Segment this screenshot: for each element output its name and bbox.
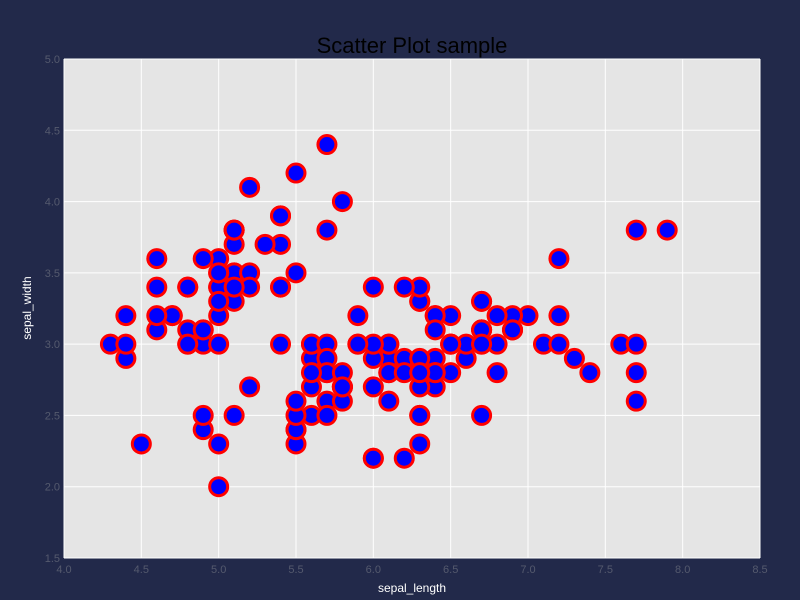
scatter-point bbox=[192, 404, 214, 426]
scatter-point bbox=[270, 276, 292, 298]
y-tick-label: 1.5 bbox=[45, 553, 60, 565]
y-tick-label: 4.0 bbox=[45, 197, 60, 209]
scatter-point bbox=[548, 248, 570, 270]
data-points bbox=[99, 134, 678, 498]
scatter-point bbox=[625, 333, 647, 355]
scatter-point bbox=[563, 347, 585, 369]
x-tick-label: 8.5 bbox=[752, 564, 767, 576]
scatter-point bbox=[548, 333, 570, 355]
scatter-point bbox=[656, 219, 678, 241]
scatter-point bbox=[424, 319, 446, 341]
scatter-point bbox=[409, 362, 431, 384]
scatter-point bbox=[208, 333, 230, 355]
scatter-point bbox=[362, 376, 384, 398]
tick-labels: 4.0 4.5 5.0 5.5 6.0 6.5 7.0 7.5 8.0 8.5 1.5 2.0 2.5 3… bbox=[45, 54, 768, 576]
y-tick-label: 5.0 bbox=[45, 54, 60, 66]
scatter-point bbox=[316, 219, 338, 241]
scatter-point bbox=[579, 362, 601, 384]
scatter-point bbox=[223, 276, 245, 298]
scatter-point bbox=[347, 305, 369, 327]
scatter-point bbox=[239, 376, 261, 398]
scatter-point bbox=[625, 390, 647, 412]
scatter-point bbox=[146, 248, 168, 270]
scatter-point bbox=[285, 262, 307, 284]
x-tick-label: 4.5 bbox=[134, 564, 149, 576]
x-tick-label: 6.5 bbox=[443, 564, 458, 576]
scatter-point bbox=[316, 404, 338, 426]
scatter-point bbox=[331, 376, 353, 398]
scatter-point bbox=[115, 333, 137, 355]
scatter-point bbox=[486, 362, 508, 384]
scatter-point bbox=[177, 276, 199, 298]
scatter-point bbox=[471, 333, 493, 355]
scatter-point bbox=[316, 134, 338, 156]
scatter-point bbox=[270, 333, 292, 355]
x-tick-label: 8.0 bbox=[675, 564, 690, 576]
grid-lines bbox=[63, 58, 761, 559]
scatter-point bbox=[208, 476, 230, 498]
scatter-point bbox=[393, 447, 415, 469]
scatter-point bbox=[177, 333, 199, 355]
scatter-point bbox=[347, 333, 369, 355]
scatter-point bbox=[192, 319, 214, 341]
scatter-point bbox=[223, 219, 245, 241]
scatter-point bbox=[362, 276, 384, 298]
x-tick-label: 7.5 bbox=[598, 564, 613, 576]
scatter-point bbox=[285, 390, 307, 412]
scatter-point bbox=[440, 333, 462, 355]
scatter-point bbox=[300, 362, 322, 384]
x-tick-label: 5.5 bbox=[288, 564, 303, 576]
x-tick-label: 6.0 bbox=[366, 564, 381, 576]
scatter-point bbox=[471, 290, 493, 312]
scatter-point bbox=[502, 319, 524, 341]
scatter-point bbox=[625, 219, 647, 241]
y-tick-label: 3.0 bbox=[45, 339, 60, 351]
scatter-point bbox=[378, 390, 400, 412]
scatter-point bbox=[239, 176, 261, 198]
scatter-point bbox=[625, 362, 647, 384]
scatter-point bbox=[393, 276, 415, 298]
scatter-point bbox=[208, 290, 230, 312]
scatter-point bbox=[254, 233, 276, 255]
scatter-point bbox=[146, 276, 168, 298]
scatter-point bbox=[331, 191, 353, 213]
scatter-point bbox=[223, 404, 245, 426]
scatter-point bbox=[471, 404, 493, 426]
y-tick-label: 2.0 bbox=[45, 482, 60, 494]
scatter-point bbox=[362, 447, 384, 469]
scatter-point bbox=[409, 433, 431, 455]
y-tick-label: 2.5 bbox=[45, 410, 60, 422]
x-axis-label: sepal_length bbox=[378, 581, 446, 595]
plot-area bbox=[64, 59, 760, 558]
scatter-point bbox=[409, 404, 431, 426]
scatter-point bbox=[208, 433, 230, 455]
y-tick-label: 4.5 bbox=[45, 125, 60, 137]
y-tick-label: 3.5 bbox=[45, 268, 60, 280]
y-axis-label: sepal_width bbox=[20, 276, 34, 339]
chart-title: Scatter Plot sample bbox=[317, 33, 508, 58]
scatter-point bbox=[208, 262, 230, 284]
scatter-point bbox=[270, 205, 292, 227]
scatter-point bbox=[115, 305, 137, 327]
x-tick-label: 5.0 bbox=[211, 564, 226, 576]
scatter-point bbox=[486, 305, 508, 327]
x-tick-label: 7.0 bbox=[520, 564, 535, 576]
x-tick-label: 4.0 bbox=[56, 564, 71, 576]
scatter-point bbox=[130, 433, 152, 455]
scatter-point bbox=[548, 305, 570, 327]
scatter-point bbox=[285, 162, 307, 184]
scatter-point bbox=[146, 305, 168, 327]
scatter-point bbox=[192, 248, 214, 270]
